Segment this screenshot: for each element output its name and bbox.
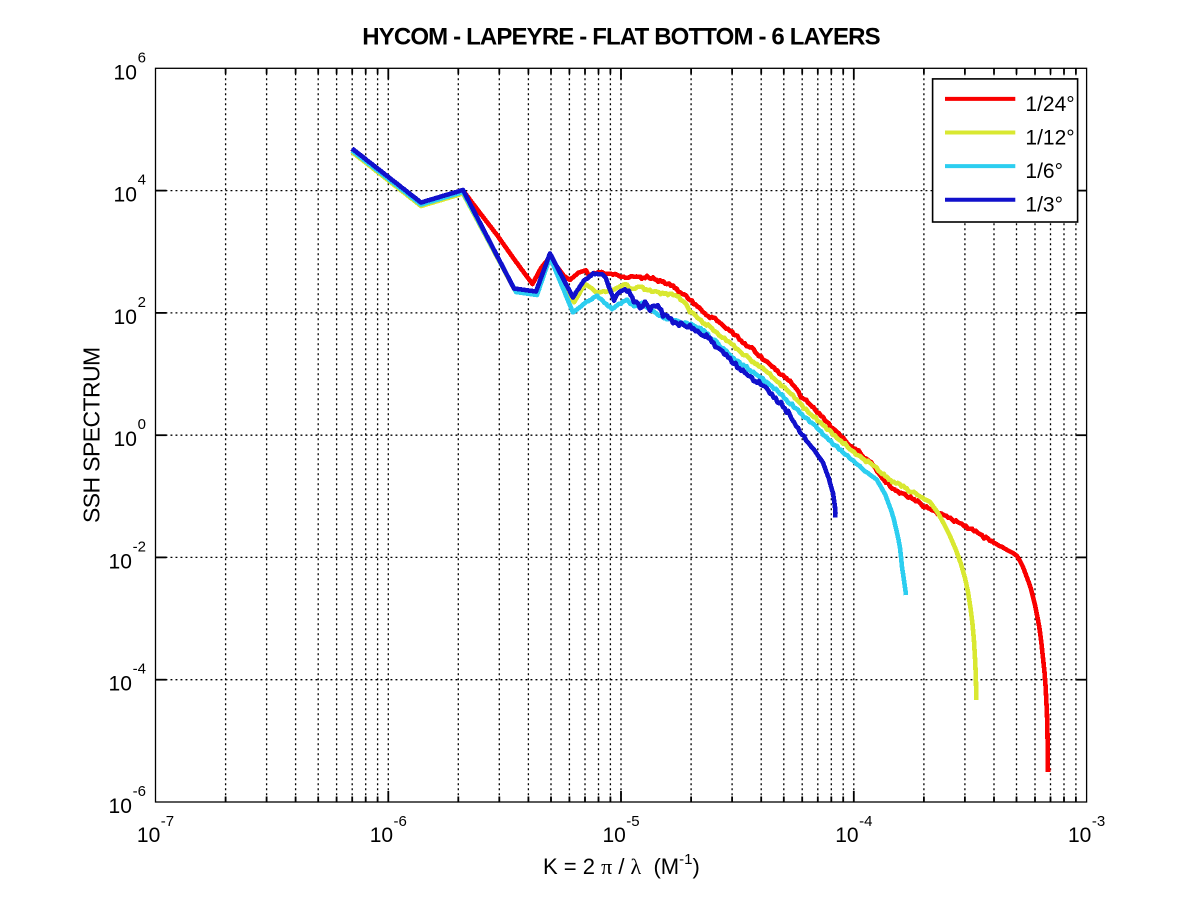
svg-text:1/12°: 1/12° — [1025, 127, 1074, 150]
svg-text:10: 10 — [114, 184, 137, 207]
svg-text:2: 2 — [138, 294, 146, 311]
svg-text:1/24°: 1/24° — [1025, 93, 1074, 116]
svg-text:-7: -7 — [161, 813, 174, 830]
svg-text:10: 10 — [603, 824, 626, 847]
svg-text:0: 0 — [138, 416, 146, 433]
svg-text:10: 10 — [1068, 824, 1091, 847]
svg-text:10: 10 — [114, 306, 137, 329]
svg-text:-4: -4 — [133, 661, 146, 678]
svg-text:-4: -4 — [859, 813, 872, 830]
svg-text:6: 6 — [138, 49, 146, 66]
svg-text:10: 10 — [835, 824, 858, 847]
svg-text:10: 10 — [109, 673, 132, 696]
svg-text:-3: -3 — [1092, 813, 1105, 830]
svg-text:-2: -2 — [133, 538, 146, 555]
svg-text:1/3°: 1/3° — [1025, 194, 1063, 217]
svg-text:1/6°: 1/6° — [1025, 160, 1063, 183]
svg-text:10: 10 — [114, 428, 137, 451]
svg-text:K = 2 π / λ (M-1​): K = 2 π / λ (M-1​) — [543, 851, 700, 879]
svg-text:-6: -6 — [394, 813, 407, 830]
svg-text:10: 10 — [109, 795, 132, 818]
svg-text:10: 10 — [109, 550, 132, 573]
svg-text:4: 4 — [138, 172, 146, 189]
svg-text:SSH SPECTRUM: SSH SPECTRUM — [78, 347, 104, 523]
svg-text:-6: -6 — [133, 783, 146, 800]
svg-text:-5: -5 — [626, 813, 639, 830]
svg-text:HYCOM - LAPEYRE - FLAT BOTTOM: HYCOM - LAPEYRE - FLAT BOTTOM - 6 LAYERS — [362, 23, 880, 50]
svg-text:10: 10 — [114, 61, 137, 84]
svg-text:10: 10 — [137, 824, 160, 847]
svg-text:10: 10 — [370, 824, 393, 847]
